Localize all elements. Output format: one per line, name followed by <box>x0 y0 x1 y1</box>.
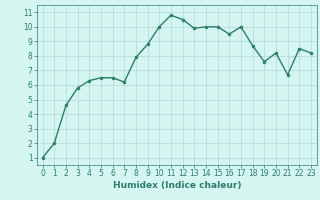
X-axis label: Humidex (Indice chaleur): Humidex (Indice chaleur) <box>113 181 241 190</box>
